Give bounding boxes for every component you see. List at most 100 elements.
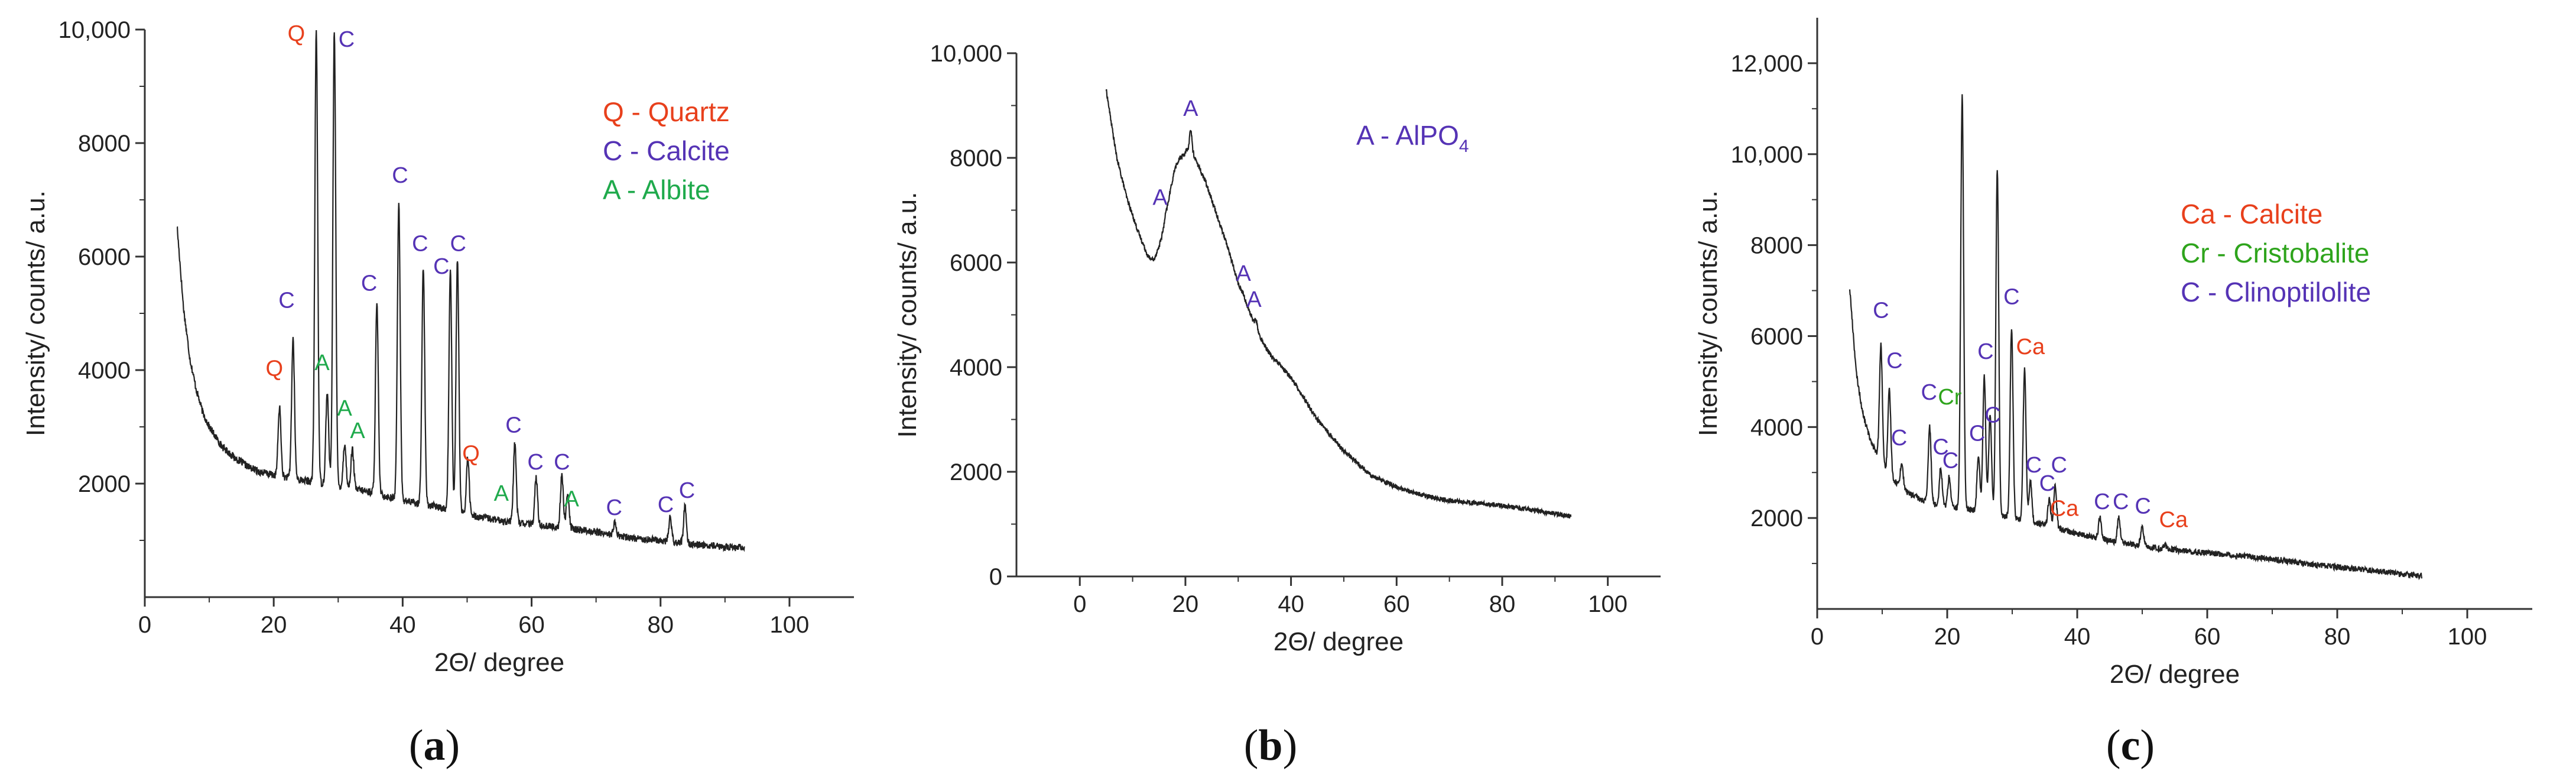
panel-a: 0 20 40 60 80 100 2000 4000 6000 8000 10,000 2Θ/ de… <box>21 17 854 770</box>
x-tick-label: 40 <box>389 612 416 638</box>
peak-label: A <box>337 396 353 421</box>
peak-label: Ca <box>2159 508 2188 533</box>
x-tick-label: 100 <box>770 612 810 638</box>
peak-label: C <box>505 413 521 438</box>
panel-letter-open: ( <box>1244 721 1259 770</box>
x-tick-label: 0 <box>1073 591 1086 617</box>
peak-label: C <box>2113 490 2129 514</box>
x-tick-label: 0 <box>138 612 151 638</box>
peak-label: C <box>527 450 543 475</box>
legend-entry: A - Albite <box>603 174 710 205</box>
panel-b: 0 20 40 60 80 100 0 2000 4000 6000 8000 10,000 2Θ/ d… <box>893 41 1661 770</box>
peak-label: C <box>450 231 466 256</box>
peak-label: Ca <box>2016 335 2045 359</box>
y-tick-label: 6000 <box>78 244 131 270</box>
peak-label: C <box>1984 403 2000 428</box>
x-tick-label: 40 <box>1278 591 1304 617</box>
y-axis-title: Intensity/ counts/ a.u. <box>21 190 50 436</box>
panel-letter-char: c <box>2121 721 2140 770</box>
x-tick-label: 80 <box>1489 591 1516 617</box>
peak-label: C <box>2051 453 2067 478</box>
y-tick-label: 6000 <box>1750 323 1803 349</box>
peak-label: C <box>361 271 377 296</box>
peak-label: Cr <box>1938 385 1961 410</box>
y-tick-label: 10,000 <box>59 17 131 43</box>
panel-letter-char: a <box>424 721 446 770</box>
peak-label: C <box>1969 421 1985 446</box>
x-axis-title: 2Θ/ degree <box>2110 660 2240 689</box>
x-tick-label: 40 <box>2064 624 2091 650</box>
peak-label: A <box>1183 96 1198 121</box>
legend-entry: Q - Quartz <box>603 96 730 127</box>
y-tick-label: 8000 <box>950 145 1002 171</box>
y-tick-label: 0 <box>989 564 1002 590</box>
xrd-pattern-line <box>1849 94 2423 581</box>
x-tick-label: 20 <box>261 612 287 638</box>
peak-label: C <box>2039 471 2055 496</box>
peak-label: A <box>1236 261 1252 286</box>
panel-letter-open: ( <box>409 721 424 770</box>
y-tick-label: 10,000 <box>1731 142 1803 168</box>
peak-label: C <box>2094 490 2110 514</box>
peak-label: A <box>494 481 509 506</box>
peak-label: C <box>1932 435 1948 459</box>
panel-letter-close: ) <box>1283 721 1298 770</box>
y-tick-label: 8000 <box>1750 233 1803 259</box>
panel-letter-close: ) <box>446 721 460 770</box>
x-tick-label: 20 <box>1934 624 1961 650</box>
peak-label: C <box>679 478 695 503</box>
peak-label: C <box>339 27 355 52</box>
peak-label: C <box>1921 380 1937 405</box>
panel-letter-open: ( <box>2106 721 2121 770</box>
peak-label: A <box>350 419 365 443</box>
x-tick-label: 80 <box>2324 624 2351 650</box>
peak-label: C <box>1873 299 1889 323</box>
y-tick-label: 2000 <box>1750 505 1803 532</box>
peak-label: C <box>2026 453 2042 478</box>
peak-label: C <box>392 163 408 188</box>
peak-label: Q <box>288 21 306 46</box>
y-tick-label: 8000 <box>78 131 131 157</box>
peak-label: C <box>1891 426 1907 451</box>
x-tick-label: 60 <box>2194 624 2221 650</box>
x-axis-title: 2Θ/ degree <box>1274 627 1404 656</box>
x-tick-label: 0 <box>1811 624 1824 650</box>
peak-label: Q <box>462 442 480 466</box>
x-tick-label: 60 <box>1383 591 1410 617</box>
panel-letter: (b) <box>1244 721 1297 770</box>
x-tick-label: 100 <box>1588 591 1628 617</box>
peak-label: C <box>606 495 622 520</box>
legend-subscript: 4 <box>1459 137 1469 156</box>
peak-label: C <box>1977 339 1993 364</box>
y-tick-label: 4000 <box>1750 414 1803 440</box>
legend-entry: Cr - Cristobalite <box>2181 238 2370 268</box>
peak-label: A <box>1152 186 1168 210</box>
peak-label: C <box>278 288 294 313</box>
legend-entry: Ca - Calcite <box>2181 199 2322 229</box>
y-tick-label: 4000 <box>950 355 1002 381</box>
y-axis-title: Intensity/ counts/ a.u. <box>893 192 922 438</box>
peak-label: A <box>1246 287 1262 312</box>
y-tick-label: 6000 <box>950 250 1002 276</box>
peak-label: C <box>554 450 570 475</box>
panel-letter-char: b <box>1258 721 1282 770</box>
panel-letter: (c) <box>2106 721 2155 770</box>
peak-label: C <box>1942 449 1958 474</box>
peak-label: C <box>2003 285 2019 310</box>
x-tick-label: 60 <box>518 612 545 638</box>
panel-letter: (a) <box>409 721 460 770</box>
legend-entry: C - Calcite <box>603 135 730 166</box>
y-tick-label: 2000 <box>950 459 1002 485</box>
y-tick-label: 2000 <box>78 471 131 497</box>
peak-label: C <box>1886 348 1902 373</box>
peak-label: Q <box>265 357 283 381</box>
peak-label: C <box>2135 494 2151 518</box>
y-tick-label: 10,000 <box>930 41 1002 67</box>
xrd-pattern-line <box>177 30 745 553</box>
y-tick-label: 12,000 <box>1731 51 1803 77</box>
peak-label: C <box>658 492 674 517</box>
peak-label: Ca <box>2050 496 2079 521</box>
y-tick-label: 4000 <box>78 358 131 384</box>
